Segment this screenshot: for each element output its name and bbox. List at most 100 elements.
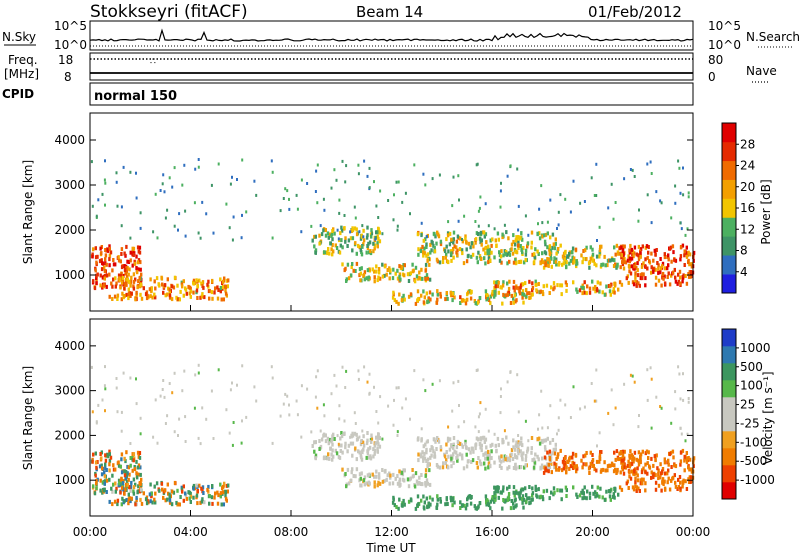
velocity-cell bbox=[139, 465, 142, 470]
velocity-cell bbox=[520, 453, 523, 458]
power-cell bbox=[652, 269, 655, 274]
power-cell bbox=[464, 234, 467, 239]
power-cell bbox=[687, 191, 690, 195]
power-cell bbox=[524, 214, 527, 218]
power-cell bbox=[343, 214, 346, 217]
velocity-cell bbox=[460, 503, 464, 508]
velocity-cell bbox=[482, 435, 486, 440]
velocity-cell bbox=[679, 480, 682, 485]
power-cell bbox=[557, 223, 560, 227]
power-cell bbox=[131, 263, 134, 268]
velocity-cell bbox=[357, 377, 360, 381]
velocity-cell bbox=[504, 457, 507, 462]
power-cell bbox=[501, 301, 504, 306]
power-cell bbox=[163, 283, 167, 288]
velocity-cell bbox=[452, 445, 455, 450]
power-cell bbox=[546, 257, 549, 261]
velocity-cell bbox=[114, 467, 117, 472]
velocity-cell bbox=[510, 452, 513, 457]
power-cell bbox=[591, 258, 594, 263]
velocity-cell bbox=[521, 494, 525, 499]
velocity-cell bbox=[359, 476, 362, 481]
power-cell bbox=[178, 212, 181, 216]
power-cell bbox=[509, 164, 512, 168]
power-cell bbox=[555, 257, 558, 262]
velocity-cell bbox=[313, 440, 316, 445]
power-cell bbox=[480, 257, 483, 261]
power-cell bbox=[211, 296, 214, 301]
velocity-cell bbox=[565, 465, 568, 470]
power-cell bbox=[674, 258, 678, 263]
power-cell bbox=[198, 278, 201, 283]
power-cell bbox=[224, 288, 227, 293]
velocity-cell bbox=[177, 502, 180, 507]
power-cell bbox=[633, 251, 636, 256]
velocity-cell bbox=[519, 449, 522, 454]
velocity-cell bbox=[614, 457, 617, 462]
velocity-cell bbox=[677, 485, 680, 489]
velocity-cell bbox=[682, 398, 685, 402]
velocity-cell bbox=[221, 484, 225, 489]
power-cell bbox=[546, 245, 549, 250]
power-cell bbox=[104, 253, 108, 258]
power-cell bbox=[674, 184, 677, 188]
velocity-cell bbox=[506, 486, 509, 491]
power-cell bbox=[318, 233, 321, 238]
power-cell bbox=[506, 174, 509, 178]
power-cell bbox=[559, 283, 562, 288]
velocity-cell bbox=[419, 482, 422, 486]
power-cell bbox=[630, 247, 633, 252]
power-cell bbox=[381, 262, 384, 267]
velocity-cell bbox=[377, 421, 380, 425]
velocity-cell bbox=[132, 485, 136, 490]
power-cell bbox=[430, 248, 433, 253]
power-cell bbox=[516, 167, 519, 171]
power-cell bbox=[583, 280, 586, 285]
power-cell bbox=[679, 254, 683, 259]
velocity-cell bbox=[150, 494, 153, 499]
power-cell bbox=[422, 238, 425, 243]
power-cell bbox=[617, 251, 620, 256]
velocity-cell bbox=[135, 471, 138, 476]
velocity-cell bbox=[94, 473, 97, 478]
velocity-cell bbox=[635, 457, 638, 462]
power-cell bbox=[362, 235, 365, 239]
power-cell bbox=[438, 173, 441, 177]
velocity-cell bbox=[424, 482, 427, 487]
velocity-cell bbox=[484, 407, 487, 411]
power-cell bbox=[439, 242, 443, 247]
power-cell bbox=[650, 265, 653, 270]
power-cell bbox=[474, 220, 477, 223]
power-cell bbox=[673, 267, 676, 272]
velocity-cell bbox=[678, 372, 681, 376]
power-cell bbox=[343, 226, 346, 231]
velocity-cell bbox=[142, 491, 145, 496]
power-cell bbox=[433, 246, 436, 250]
power-cell bbox=[623, 244, 626, 249]
velocity-cell bbox=[677, 477, 680, 482]
power-cell bbox=[635, 280, 639, 285]
velocity-cell bbox=[222, 502, 225, 507]
velocity-cell bbox=[322, 433, 325, 438]
power-cell bbox=[487, 260, 490, 265]
power-cell bbox=[666, 266, 669, 271]
power-cell bbox=[376, 278, 379, 283]
power-cell bbox=[310, 224, 313, 228]
velocity-cell bbox=[135, 377, 137, 381]
velocity-cell bbox=[663, 471, 667, 476]
power-cell bbox=[103, 269, 107, 273]
velocity-cell bbox=[160, 481, 164, 486]
power-cell bbox=[409, 292, 413, 297]
power-cell bbox=[445, 244, 448, 249]
velocity-cell bbox=[458, 452, 462, 457]
power-cell bbox=[116, 293, 120, 298]
power-cell bbox=[639, 273, 642, 278]
power-cell bbox=[195, 288, 199, 293]
power-cell bbox=[422, 250, 425, 255]
velocity-cell bbox=[387, 404, 390, 408]
power-cell bbox=[394, 271, 397, 276]
velocity-cell bbox=[355, 467, 359, 472]
power-cell bbox=[340, 228, 344, 233]
velocity-cell bbox=[607, 411, 610, 415]
power-cell bbox=[106, 247, 109, 252]
